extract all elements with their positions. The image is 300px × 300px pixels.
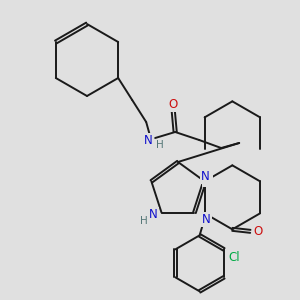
Text: N: N: [203, 173, 212, 186]
Text: H: H: [156, 140, 164, 150]
Text: H: H: [140, 216, 147, 226]
Text: O: O: [254, 225, 263, 238]
Text: Cl: Cl: [228, 251, 240, 264]
Text: N: N: [201, 170, 210, 183]
Text: O: O: [169, 98, 178, 112]
Text: N: N: [144, 134, 153, 146]
Text: N: N: [149, 208, 158, 221]
Text: N: N: [202, 213, 211, 226]
